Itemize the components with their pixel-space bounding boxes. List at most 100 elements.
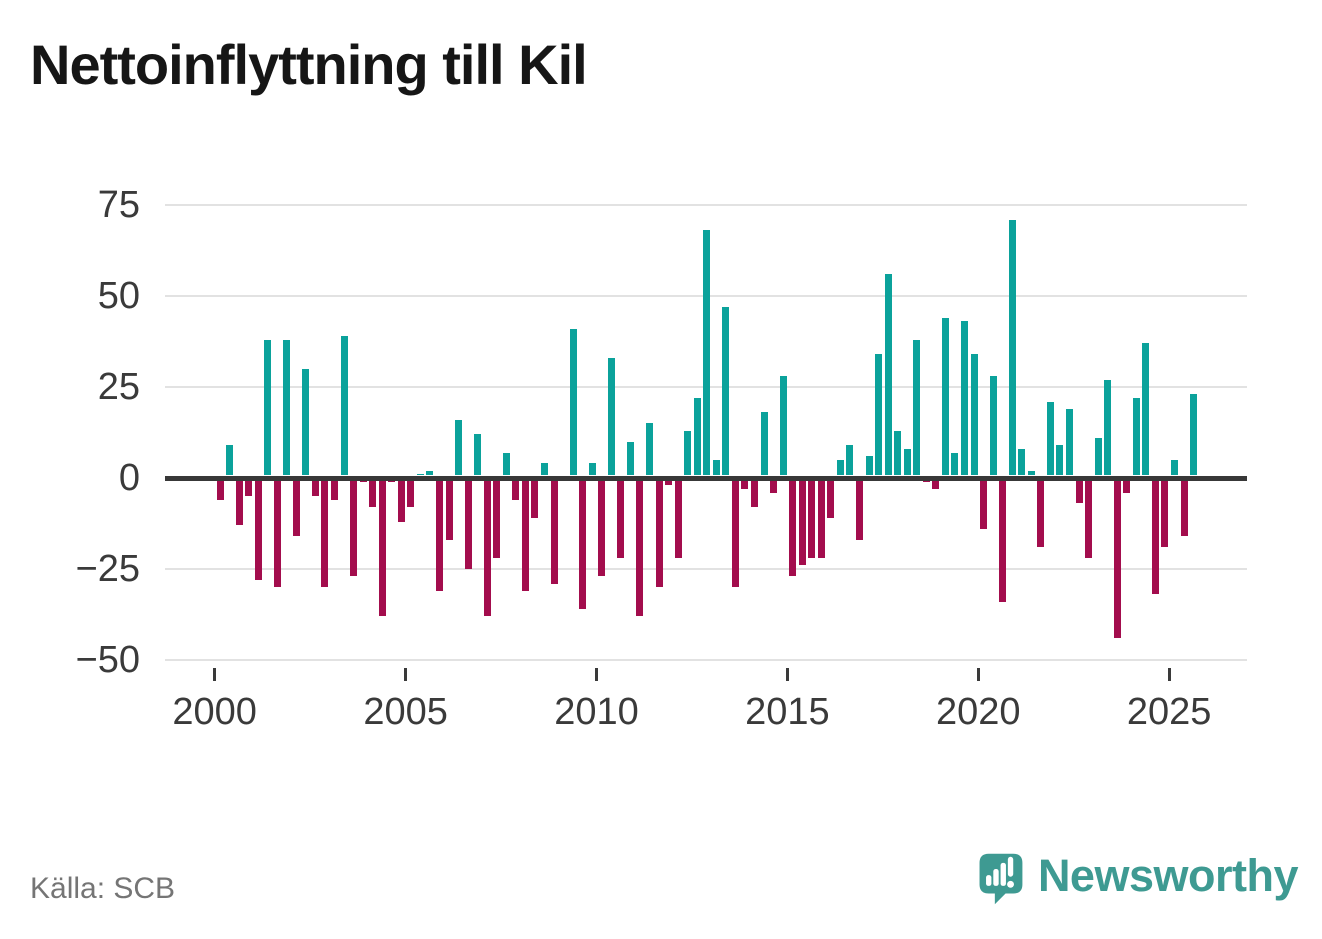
- bar: [283, 339, 291, 476]
- y-tick-label: 0: [118, 457, 140, 499]
- bar: [455, 419, 463, 476]
- x-tick-label: 2010: [554, 691, 639, 733]
- bar: [770, 480, 778, 493]
- bar: [932, 480, 940, 489]
- bar: [722, 306, 730, 476]
- bar: [273, 480, 281, 588]
- x-tick-label: 2005: [363, 691, 448, 733]
- x-tick-mark: [213, 668, 217, 681]
- x-tick-label: 2000: [172, 691, 257, 733]
- source-note: Källa: SCB: [30, 872, 176, 905]
- bar: [1018, 448, 1026, 476]
- bar: [989, 376, 997, 476]
- bar: [302, 368, 310, 476]
- bar: [941, 317, 949, 476]
- bar: [617, 480, 625, 559]
- logo-exclamation-stem-icon: [1007, 856, 1014, 877]
- bar: [340, 336, 348, 476]
- bar: [836, 459, 844, 476]
- bar: [264, 339, 272, 476]
- bar: [741, 480, 749, 489]
- bar: [378, 480, 386, 617]
- x-tick-label: 2025: [1126, 691, 1212, 733]
- bar: [1085, 480, 1093, 559]
- y-gridline: [165, 204, 1247, 206]
- logo-bar-small-icon: [986, 875, 992, 886]
- x-tick-mark: [404, 668, 408, 681]
- bar: [416, 474, 424, 476]
- bar: [922, 480, 930, 482]
- bar: [331, 480, 339, 500]
- bar: [1113, 480, 1121, 639]
- bar: [445, 480, 453, 540]
- bar: [1027, 470, 1035, 476]
- bar: [1066, 408, 1073, 476]
- bar: [483, 480, 491, 617]
- bar: [665, 480, 673, 486]
- bar: [1142, 343, 1150, 476]
- bar: [1171, 459, 1178, 476]
- x-tick-mark: [785, 668, 789, 681]
- x-tick-label: 2015: [745, 691, 830, 733]
- y-tick-label: −25: [75, 548, 140, 590]
- newsworthy-logo: Newsworthy: [978, 844, 1299, 914]
- bar: [626, 441, 634, 476]
- bar: [1008, 219, 1016, 476]
- bar: [703, 230, 711, 476]
- bar: [1046, 401, 1054, 476]
- x-tick-mark: [976, 668, 980, 681]
- y-tick-label: 75: [97, 184, 140, 226]
- bar: [502, 452, 510, 476]
- x-tick-mark: [1167, 668, 1171, 681]
- bar: [588, 463, 596, 476]
- bar: [760, 412, 768, 476]
- bar: [493, 480, 501, 559]
- bar: [541, 463, 549, 476]
- bar: [474, 434, 482, 476]
- y-gridline: [165, 659, 1247, 661]
- bar: [311, 480, 319, 497]
- bar: [751, 480, 759, 508]
- bar: [636, 480, 644, 617]
- bar: [1190, 394, 1198, 476]
- bar: [388, 480, 396, 482]
- bar: [350, 480, 358, 577]
- bar: [884, 274, 892, 476]
- bar: [961, 321, 968, 476]
- bar: [779, 376, 787, 476]
- bar: [407, 480, 415, 508]
- bar: [1056, 445, 1064, 476]
- bar: [579, 480, 587, 610]
- bar: [235, 480, 243, 526]
- bar: [512, 480, 520, 500]
- bar: [1132, 397, 1140, 476]
- bar: [521, 480, 529, 591]
- bar: [646, 423, 654, 476]
- bar: [808, 480, 816, 559]
- bar: [359, 480, 367, 482]
- bar: [980, 480, 988, 529]
- bar: [1037, 480, 1045, 548]
- bar: [1151, 480, 1159, 595]
- bar: [731, 480, 739, 588]
- bar: [569, 328, 577, 476]
- x-tick-label: 2020: [936, 691, 1021, 733]
- newsworthy-logo-text: Newsworthy: [1037, 850, 1299, 901]
- bar: [865, 456, 873, 476]
- bar: [875, 354, 883, 476]
- y-tick-label: −50: [75, 639, 140, 681]
- bar: [1161, 480, 1169, 548]
- x-tick-mark: [595, 668, 598, 681]
- bar: [321, 480, 329, 588]
- bar: [397, 480, 405, 522]
- bar: [903, 448, 911, 476]
- bar: [674, 480, 682, 559]
- bar: [245, 480, 253, 497]
- bar: [798, 480, 806, 566]
- bar: [712, 459, 720, 476]
- bar: [913, 339, 921, 476]
- zero-line: [165, 475, 1247, 481]
- bar: [607, 357, 615, 476]
